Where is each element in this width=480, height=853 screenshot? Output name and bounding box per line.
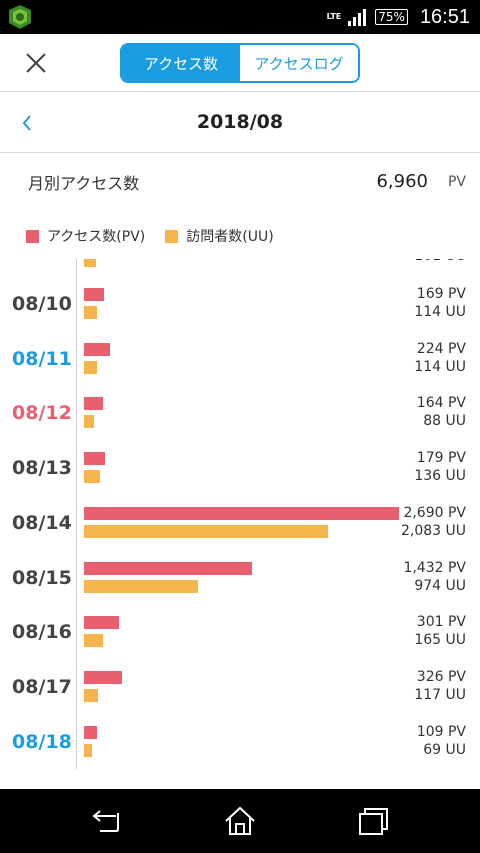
chart-row[interactable]: 08/14 2,690 PV 2,083 UU	[0, 505, 480, 560]
value-uu: 117 UU	[414, 686, 466, 703]
day-label: 08/15	[12, 566, 72, 589]
bar-pv	[84, 561, 252, 575]
chart-row[interactable]: 08/16 301 PV 165 UU	[0, 614, 480, 669]
bar-pv	[84, 452, 105, 466]
value-uu: 136 UU	[414, 468, 466, 485]
summary-label: 月別アクセス数	[28, 174, 140, 193]
summary-value: 6,960	[376, 171, 428, 192]
bar-uu	[84, 470, 100, 484]
value-uu: 165 UU	[414, 632, 466, 649]
view-segmented-control: アクセス数 アクセスログ	[120, 43, 360, 83]
bar-uu	[84, 688, 98, 702]
chart-row[interactable]: 08/18 109 PV 69 UU	[0, 724, 480, 772]
chart-row[interactable]: 08/13 179 PV 136 UU	[0, 450, 480, 505]
app-header: アクセス数 アクセスログ	[0, 34, 480, 92]
value-pv: 301 PV	[416, 614, 466, 631]
summary-unit: PV	[447, 174, 466, 190]
value-pv: 326 PV	[416, 668, 466, 685]
day-label: 08/17	[12, 675, 72, 698]
battery-indicator: 75%	[375, 9, 408, 25]
bar-pv	[84, 342, 110, 356]
back-icon[interactable]	[88, 803, 128, 839]
value-uu: 2,083 UU	[400, 522, 466, 539]
status-bar: LTE 75% 16:51	[0, 0, 480, 34]
legend-swatch-pv	[26, 229, 39, 243]
bar-pv	[84, 397, 103, 411]
bar-pv	[84, 670, 122, 684]
day-label: 08/18	[12, 730, 72, 753]
chevron-left-icon[interactable]	[16, 111, 40, 135]
chart-legend: アクセス数(PV) 訪問者数(UU)	[0, 213, 480, 259]
month-title: 2018/08	[196, 111, 284, 133]
bar-uu	[84, 579, 198, 593]
chart-row[interactable]: 08/11 224 PV 114 UU	[0, 341, 480, 396]
value-pv: 2,690 PV	[403, 504, 466, 521]
signal-icon	[348, 9, 367, 26]
bar-uu	[84, 634, 103, 648]
close-icon[interactable]	[22, 49, 50, 77]
recents-icon[interactable]	[354, 803, 394, 839]
bar-uu-partial	[84, 259, 96, 267]
value-pv: 109 PV	[416, 723, 466, 740]
home-icon[interactable]	[220, 803, 260, 839]
bar-pv	[84, 725, 97, 739]
value-uu: 88 UU	[423, 413, 466, 430]
value-pv: 164 PV	[416, 395, 466, 412]
value-uu: 974 UU	[414, 577, 466, 594]
value-pv: 179 PV	[416, 450, 466, 467]
bar-pv	[84, 288, 104, 301]
day-label: 08/13	[12, 457, 72, 480]
legend-label-uu: 訪問者数(UU)	[186, 229, 274, 245]
bar-uu	[84, 743, 92, 757]
legend-item-pv: アクセス数(PV)	[26, 226, 145, 246]
day-label: 08/14	[12, 511, 72, 534]
chart-row[interactable]: 08/12 164 PV 88 UU	[0, 395, 480, 450]
chart-axis-line	[76, 259, 77, 769]
legend-item-uu: 訪問者数(UU)	[165, 226, 274, 246]
value-uu: 114 UU	[414, 358, 466, 375]
system-nav-bar	[0, 789, 480, 853]
day-label: 08/16	[12, 621, 72, 644]
chart-row[interactable]: 08/17 326 PV 117 UU	[0, 669, 480, 724]
value-pv: 169 PV	[416, 286, 466, 302]
bar-uu	[84, 360, 97, 374]
network-type: LTE	[326, 12, 342, 21]
tab-access-log[interactable]: アクセスログ	[240, 45, 358, 81]
value-uu: 114 UU	[414, 304, 466, 320]
day-label: 08/12	[12, 402, 72, 425]
legend-swatch-uu	[165, 229, 179, 243]
chart-row[interactable]: 08/15 1,432 PV 974 UU	[0, 560, 480, 615]
chart-row[interactable]: 08/10 169 PV 114 UU	[0, 286, 480, 341]
value-uu: 69 UU	[423, 741, 466, 758]
bar-uu	[84, 524, 328, 538]
value-pv: 1,432 PV	[403, 559, 466, 576]
value-pv: 224 PV	[416, 340, 466, 357]
day-label: 08/11	[12, 347, 72, 370]
bar-uu	[84, 415, 94, 429]
monthly-summary: 月別アクセス数 6,960 PV	[0, 153, 480, 213]
app-icon	[9, 5, 31, 29]
clock: 16:51	[419, 5, 470, 28]
value-uu-partial: 101 UU	[414, 259, 466, 264]
bar-uu	[84, 306, 97, 319]
month-navigation: 2018/08	[0, 93, 480, 153]
day-label: 08/10	[12, 293, 72, 315]
bar-pv	[84, 506, 399, 520]
bar-pv	[84, 616, 119, 630]
legend-label-pv: アクセス数(PV)	[47, 229, 146, 245]
tab-access-count[interactable]: アクセス数	[122, 45, 240, 81]
